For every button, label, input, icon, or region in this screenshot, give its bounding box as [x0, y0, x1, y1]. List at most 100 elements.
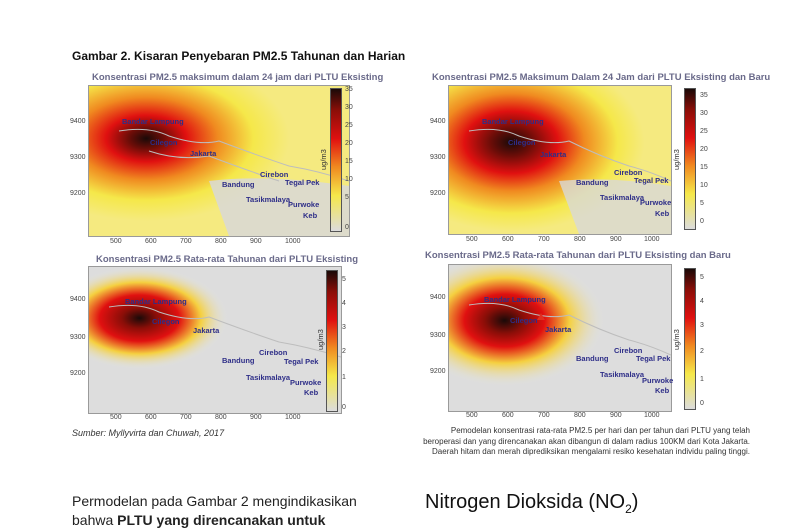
- x-tick: 700: [180, 414, 192, 421]
- section-heading: Nitrogen Dioksida (NO2): [425, 491, 638, 516]
- y-tick: 9300: [70, 154, 86, 161]
- city-label: Cirebon: [614, 346, 643, 355]
- city-label: Purwoke: [290, 378, 322, 387]
- colorbar-tick: 35: [345, 86, 353, 93]
- x-tick: 500: [110, 414, 122, 421]
- panel-title: Konsentrasi PM2.5 Maksimum Dalam 24 Jam …: [432, 72, 771, 83]
- city-label: Jakarta: [540, 150, 567, 159]
- body-paragraph: Permodelan pada Gambar 2 mengindikasikan…: [72, 492, 357, 530]
- heatmap: [88, 266, 342, 414]
- x-tick: 800: [574, 236, 586, 243]
- city-label: Tasikmalaya: [600, 370, 645, 379]
- x-tick: 800: [574, 412, 586, 419]
- city-label: Cilegon: [508, 138, 536, 147]
- colorbar: [330, 88, 342, 232]
- heatmap: [448, 85, 672, 235]
- colorbar-tick: 4: [700, 298, 704, 305]
- y-tick: 9400: [430, 294, 446, 301]
- colorbar-tick: 3: [342, 324, 346, 331]
- body-line-1: Permodelan pada Gambar 2 mengindikasikan: [72, 493, 357, 509]
- city-label: Jakarta: [193, 326, 220, 335]
- colorbar-tick: 2: [342, 348, 346, 355]
- x-tick: 800: [215, 238, 227, 245]
- colorbar-tick: 5: [700, 274, 704, 281]
- panel-title: Konsentrasi PM2.5 maksimum dalam 24 jam …: [92, 72, 384, 83]
- x-tick: 600: [145, 414, 157, 421]
- colorbar-tick: 20: [700, 146, 708, 153]
- x-tick: 600: [502, 236, 514, 243]
- body-line-2-bold: PLTU yang direncanakan untuk: [117, 512, 326, 528]
- colorbar-tick: 15: [700, 164, 708, 171]
- figure-title: Gambar 2. Kisaran Penyebaran PM2.5 Tahun…: [72, 49, 406, 63]
- city-label: Cilegon: [510, 316, 538, 325]
- y-tick: 9400: [70, 296, 86, 303]
- city-label: Tegal Pek: [284, 357, 319, 366]
- city-label: Keb: [304, 388, 319, 397]
- city-label: Tasikmalaya: [246, 373, 291, 382]
- x-tick: 600: [145, 238, 157, 245]
- city-label: Tasikmalaya: [246, 195, 291, 204]
- body-line-2: bahwa PLTU yang direncanakan untuk: [72, 511, 357, 530]
- body-line-2-prefix: bahwa: [72, 512, 118, 528]
- city-label: Cilegon: [150, 138, 178, 147]
- city-label: Tegal Pek: [636, 354, 671, 363]
- colorbar-unit: ug/m3: [672, 329, 681, 350]
- city-label: Bandung: [576, 354, 609, 363]
- city-label: Bandar Lampung: [484, 295, 546, 304]
- panel-title: Konsentrasi PM2.5 Rata-rata Tahunan dari…: [96, 254, 359, 265]
- city-label: Cilegon: [152, 317, 180, 326]
- x-tick: 1000: [644, 412, 660, 419]
- x-tick: 700: [538, 236, 550, 243]
- colorbar-tick: 5: [342, 276, 346, 283]
- city-label: Bandung: [222, 180, 255, 189]
- city-label: Jakarta: [545, 325, 572, 334]
- colorbar-tick: 4: [342, 300, 346, 307]
- colorbar-tick: 30: [700, 110, 708, 117]
- city-label: Cirebon: [259, 348, 288, 357]
- x-tick: 900: [610, 412, 622, 419]
- colorbar-unit: ug/m3: [319, 149, 328, 170]
- y-tick: 9200: [70, 190, 86, 197]
- y-tick: 9200: [430, 368, 446, 375]
- x-tick: 1000: [285, 238, 301, 245]
- figure-caption: Pemodelan konsentrasi rata-rata PM2.5 pe…: [423, 426, 750, 456]
- city-label: Purwoke: [642, 376, 674, 385]
- x-tick: 1000: [285, 414, 301, 421]
- x-tick: 700: [538, 412, 550, 419]
- colorbar: [684, 88, 696, 230]
- y-tick: 9200: [70, 370, 86, 377]
- x-tick: 900: [250, 414, 262, 421]
- colorbar: [684, 268, 696, 410]
- y-tick: 9400: [430, 118, 446, 125]
- colorbar-tick: 25: [700, 128, 708, 135]
- city-label: Bandar Lampung: [482, 117, 544, 126]
- x-tick: 1000: [644, 236, 660, 243]
- city-label: Bandar Lampung: [122, 117, 184, 126]
- city-label: Cirebon: [260, 170, 289, 179]
- colorbar-tick: 1: [700, 376, 704, 383]
- y-tick: 9300: [430, 332, 446, 339]
- colorbar-tick: 35: [700, 92, 708, 99]
- city-label: Bandar Lampung: [125, 297, 187, 306]
- panel-title: Konsentrasi PM2.5 Rata-rata Tahunan dari…: [425, 250, 731, 261]
- city-label: Tasikmalaya: [600, 193, 645, 202]
- city-label: Tegal Pek: [634, 176, 669, 185]
- figure-source: Sumber: Myllyvirta dan Chuwah, 2017: [72, 428, 225, 438]
- colorbar-tick: 0: [700, 400, 704, 407]
- city-label: Purwoke: [288, 200, 320, 209]
- x-tick: 500: [110, 238, 122, 245]
- colorbar-tick: 0: [700, 218, 704, 225]
- colorbar-tick: 25: [345, 122, 353, 129]
- y-tick: 9400: [70, 118, 86, 125]
- colorbar-tick: 1: [342, 374, 346, 381]
- x-tick: 800: [215, 414, 227, 421]
- colorbar-tick: 0: [345, 224, 349, 231]
- city-label: Cirebon: [614, 168, 643, 177]
- x-tick: 900: [610, 236, 622, 243]
- colorbar-tick: 5: [345, 194, 349, 201]
- x-tick: 500: [466, 412, 478, 419]
- colorbar-unit: ug/m3: [316, 329, 325, 350]
- x-tick: 900: [250, 238, 262, 245]
- colorbar-tick: 2: [700, 348, 704, 355]
- colorbar-tick: 20: [345, 140, 353, 147]
